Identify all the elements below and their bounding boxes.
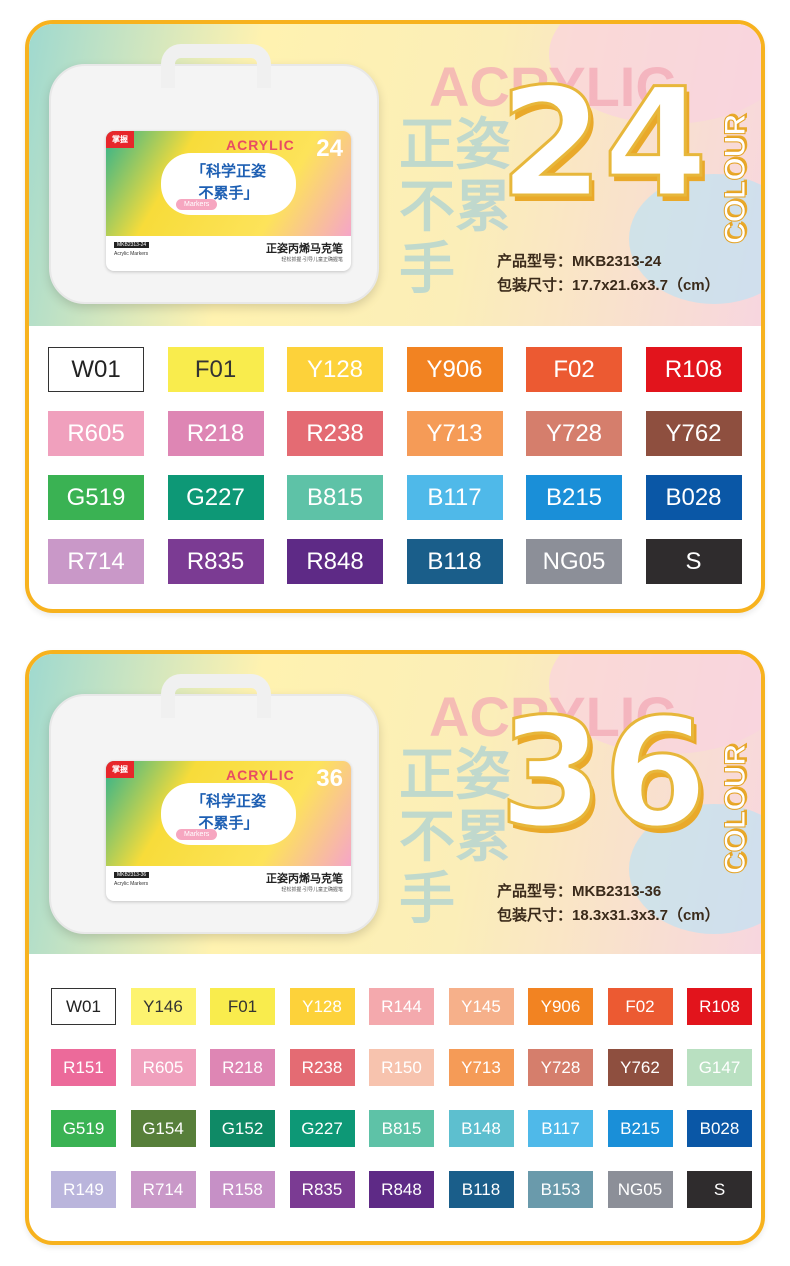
- brand-logo: 掌握: [106, 761, 134, 778]
- color-swatch: R848: [287, 539, 383, 584]
- color-swatch: R714: [48, 539, 144, 584]
- color-swatch: R108: [645, 347, 742, 392]
- box-markers: Markers: [176, 829, 218, 840]
- color-swatch: B117: [406, 475, 503, 520]
- color-swatch: B028: [645, 475, 742, 520]
- box-title: 正姿丙烯马克笔: [266, 873, 343, 885]
- color-swatch: B028: [687, 1110, 752, 1147]
- model-spec: 产品型号：MKB2313-36: [497, 883, 662, 900]
- box-acrylic: ACRYLIC: [226, 137, 295, 153]
- color-swatch: B148: [448, 1110, 514, 1147]
- color-swatch: G154: [130, 1110, 196, 1147]
- color-swatch: B118: [448, 1171, 514, 1208]
- color-swatch: R605: [48, 411, 144, 456]
- box-tagline: 轻松抓握·引导儿童正确握笔: [281, 257, 343, 263]
- color-swatch: Y762: [645, 411, 742, 456]
- box-title: 正姿丙烯马克笔: [266, 243, 343, 255]
- color-swatch: B117: [528, 1110, 593, 1147]
- color-swatch: G147: [687, 1049, 752, 1086]
- colour-label: COLOUR: [719, 114, 753, 245]
- color-swatch: G227: [167, 475, 264, 520]
- slogan-bg-text: 正姿不累手: [399, 113, 511, 300]
- banner: ACRYLIC 正姿不累手 掌握 ACRYLIC 36 「科学正姿 不累手」 Ma…: [29, 654, 761, 954]
- color-swatch: B118: [406, 539, 503, 584]
- color-swatch: R605: [130, 1049, 196, 1086]
- color-swatch: S: [687, 1171, 752, 1208]
- banner: ACRYLIC 正姿不累手 掌握 ACRYLIC 24 「科学正姿 不累手」 Ma…: [29, 24, 761, 326]
- product-panel-36: ACRYLIC 正姿不累手 掌握 ACRYLIC 36 「科学正姿 不累手」 Ma…: [25, 650, 765, 1245]
- color-swatch: G519: [51, 1110, 116, 1147]
- color-swatch: W01: [51, 988, 116, 1025]
- box-count: 24: [316, 135, 343, 162]
- box-model: MKB2313-24: [114, 242, 150, 248]
- colour-count: 36: [498, 687, 710, 861]
- color-swatch: R835: [289, 1171, 355, 1208]
- color-swatch: B815: [287, 475, 383, 520]
- color-swatch: S: [645, 539, 742, 584]
- color-swatch: R150: [369, 1049, 434, 1086]
- color-swatch: Y906: [406, 347, 503, 392]
- color-swatch: R238: [287, 411, 383, 456]
- color-swatch: Y145: [448, 988, 514, 1025]
- color-swatch: R218: [167, 411, 264, 456]
- color-swatch: G227: [289, 1110, 355, 1147]
- color-swatch: R714: [130, 1171, 196, 1208]
- color-swatch: R848: [369, 1171, 434, 1208]
- slogan-bg-text: 正姿不累手: [399, 743, 511, 930]
- color-swatch: F01: [210, 988, 275, 1025]
- model-spec: 产品型号：MKB2313-24: [497, 253, 662, 270]
- product-panel-24: ACRYLIC 正姿不累手 掌握 ACRYLIC 24 「科学正姿 不累手」 Ma…: [25, 20, 765, 613]
- acrylic-bg-text: ACRYLIC: [429, 55, 676, 118]
- marker-case-image: 掌握 ACRYLIC 24 「科学正姿 不累手」 Markers MKB2313-…: [49, 44, 379, 304]
- box-model: MKB2313-36: [114, 872, 150, 878]
- color-swatch: NG05: [526, 539, 622, 584]
- color-swatch: B815: [369, 1110, 434, 1147]
- color-swatch: R151: [51, 1049, 116, 1086]
- colour-label: COLOUR: [719, 744, 753, 875]
- box-sub: Acrylic Markers: [114, 251, 149, 257]
- color-swatch: Y713: [406, 411, 503, 456]
- color-swatch: B215: [526, 475, 622, 520]
- box-tagline: 轻松抓握·引导儿童正确握笔: [281, 887, 343, 893]
- color-swatch: G519: [48, 475, 144, 520]
- color-swatch: Y146: [130, 988, 196, 1025]
- color-swatch: G152: [210, 1110, 275, 1147]
- color-swatch: Y762: [607, 1049, 673, 1086]
- box-sub: Acrylic Markers: [114, 881, 149, 887]
- acrylic-bg-text: ACRYLIC: [429, 685, 676, 748]
- color-swatch: F02: [526, 347, 622, 392]
- color-swatch: B215: [607, 1110, 673, 1147]
- color-swatch: F02: [607, 988, 673, 1025]
- box-count: 36: [316, 765, 343, 792]
- color-swatch: Y713: [448, 1049, 514, 1086]
- box-acrylic: ACRYLIC: [226, 767, 295, 783]
- swatch-grid: W01 F01 Y128 Y906 F02 R108 R605 R218 R238 Y713 Y72…: [48, 347, 742, 584]
- color-swatch: R835: [167, 539, 264, 584]
- color-swatch: W01: [48, 347, 144, 392]
- color-swatch: F01: [167, 347, 264, 392]
- color-swatch: NG05: [607, 1171, 673, 1208]
- size-spec: 包装尺寸：18.3x31.3x3.7（cm）: [497, 907, 720, 924]
- color-swatch: Y128: [289, 988, 355, 1025]
- color-swatch: Y728: [526, 411, 622, 456]
- color-swatch: Y906: [528, 988, 593, 1025]
- color-swatch: R218: [210, 1049, 275, 1086]
- color-swatch: R238: [289, 1049, 355, 1086]
- swatch-grid: W01 Y146 F01 Y128 R144 Y145 Y906 F02 R108 R151 R60…: [51, 988, 752, 1208]
- color-swatch: R108: [687, 988, 752, 1025]
- colour-count: 24: [498, 57, 710, 231]
- color-swatch: Y728: [528, 1049, 593, 1086]
- box-markers: Markers: [176, 199, 218, 210]
- color-swatch: R149: [51, 1171, 116, 1208]
- marker-case-image: 掌握 ACRYLIC 36 「科学正姿 不累手」 Markers MKB2313-…: [49, 674, 379, 934]
- brand-logo: 掌握: [106, 131, 134, 148]
- color-swatch: B153: [528, 1171, 593, 1208]
- color-swatch: R144: [369, 988, 434, 1025]
- color-swatch: R158: [210, 1171, 275, 1208]
- size-spec: 包装尺寸：17.7x21.6x3.7（cm）: [497, 277, 720, 294]
- color-swatch: Y128: [287, 347, 383, 392]
